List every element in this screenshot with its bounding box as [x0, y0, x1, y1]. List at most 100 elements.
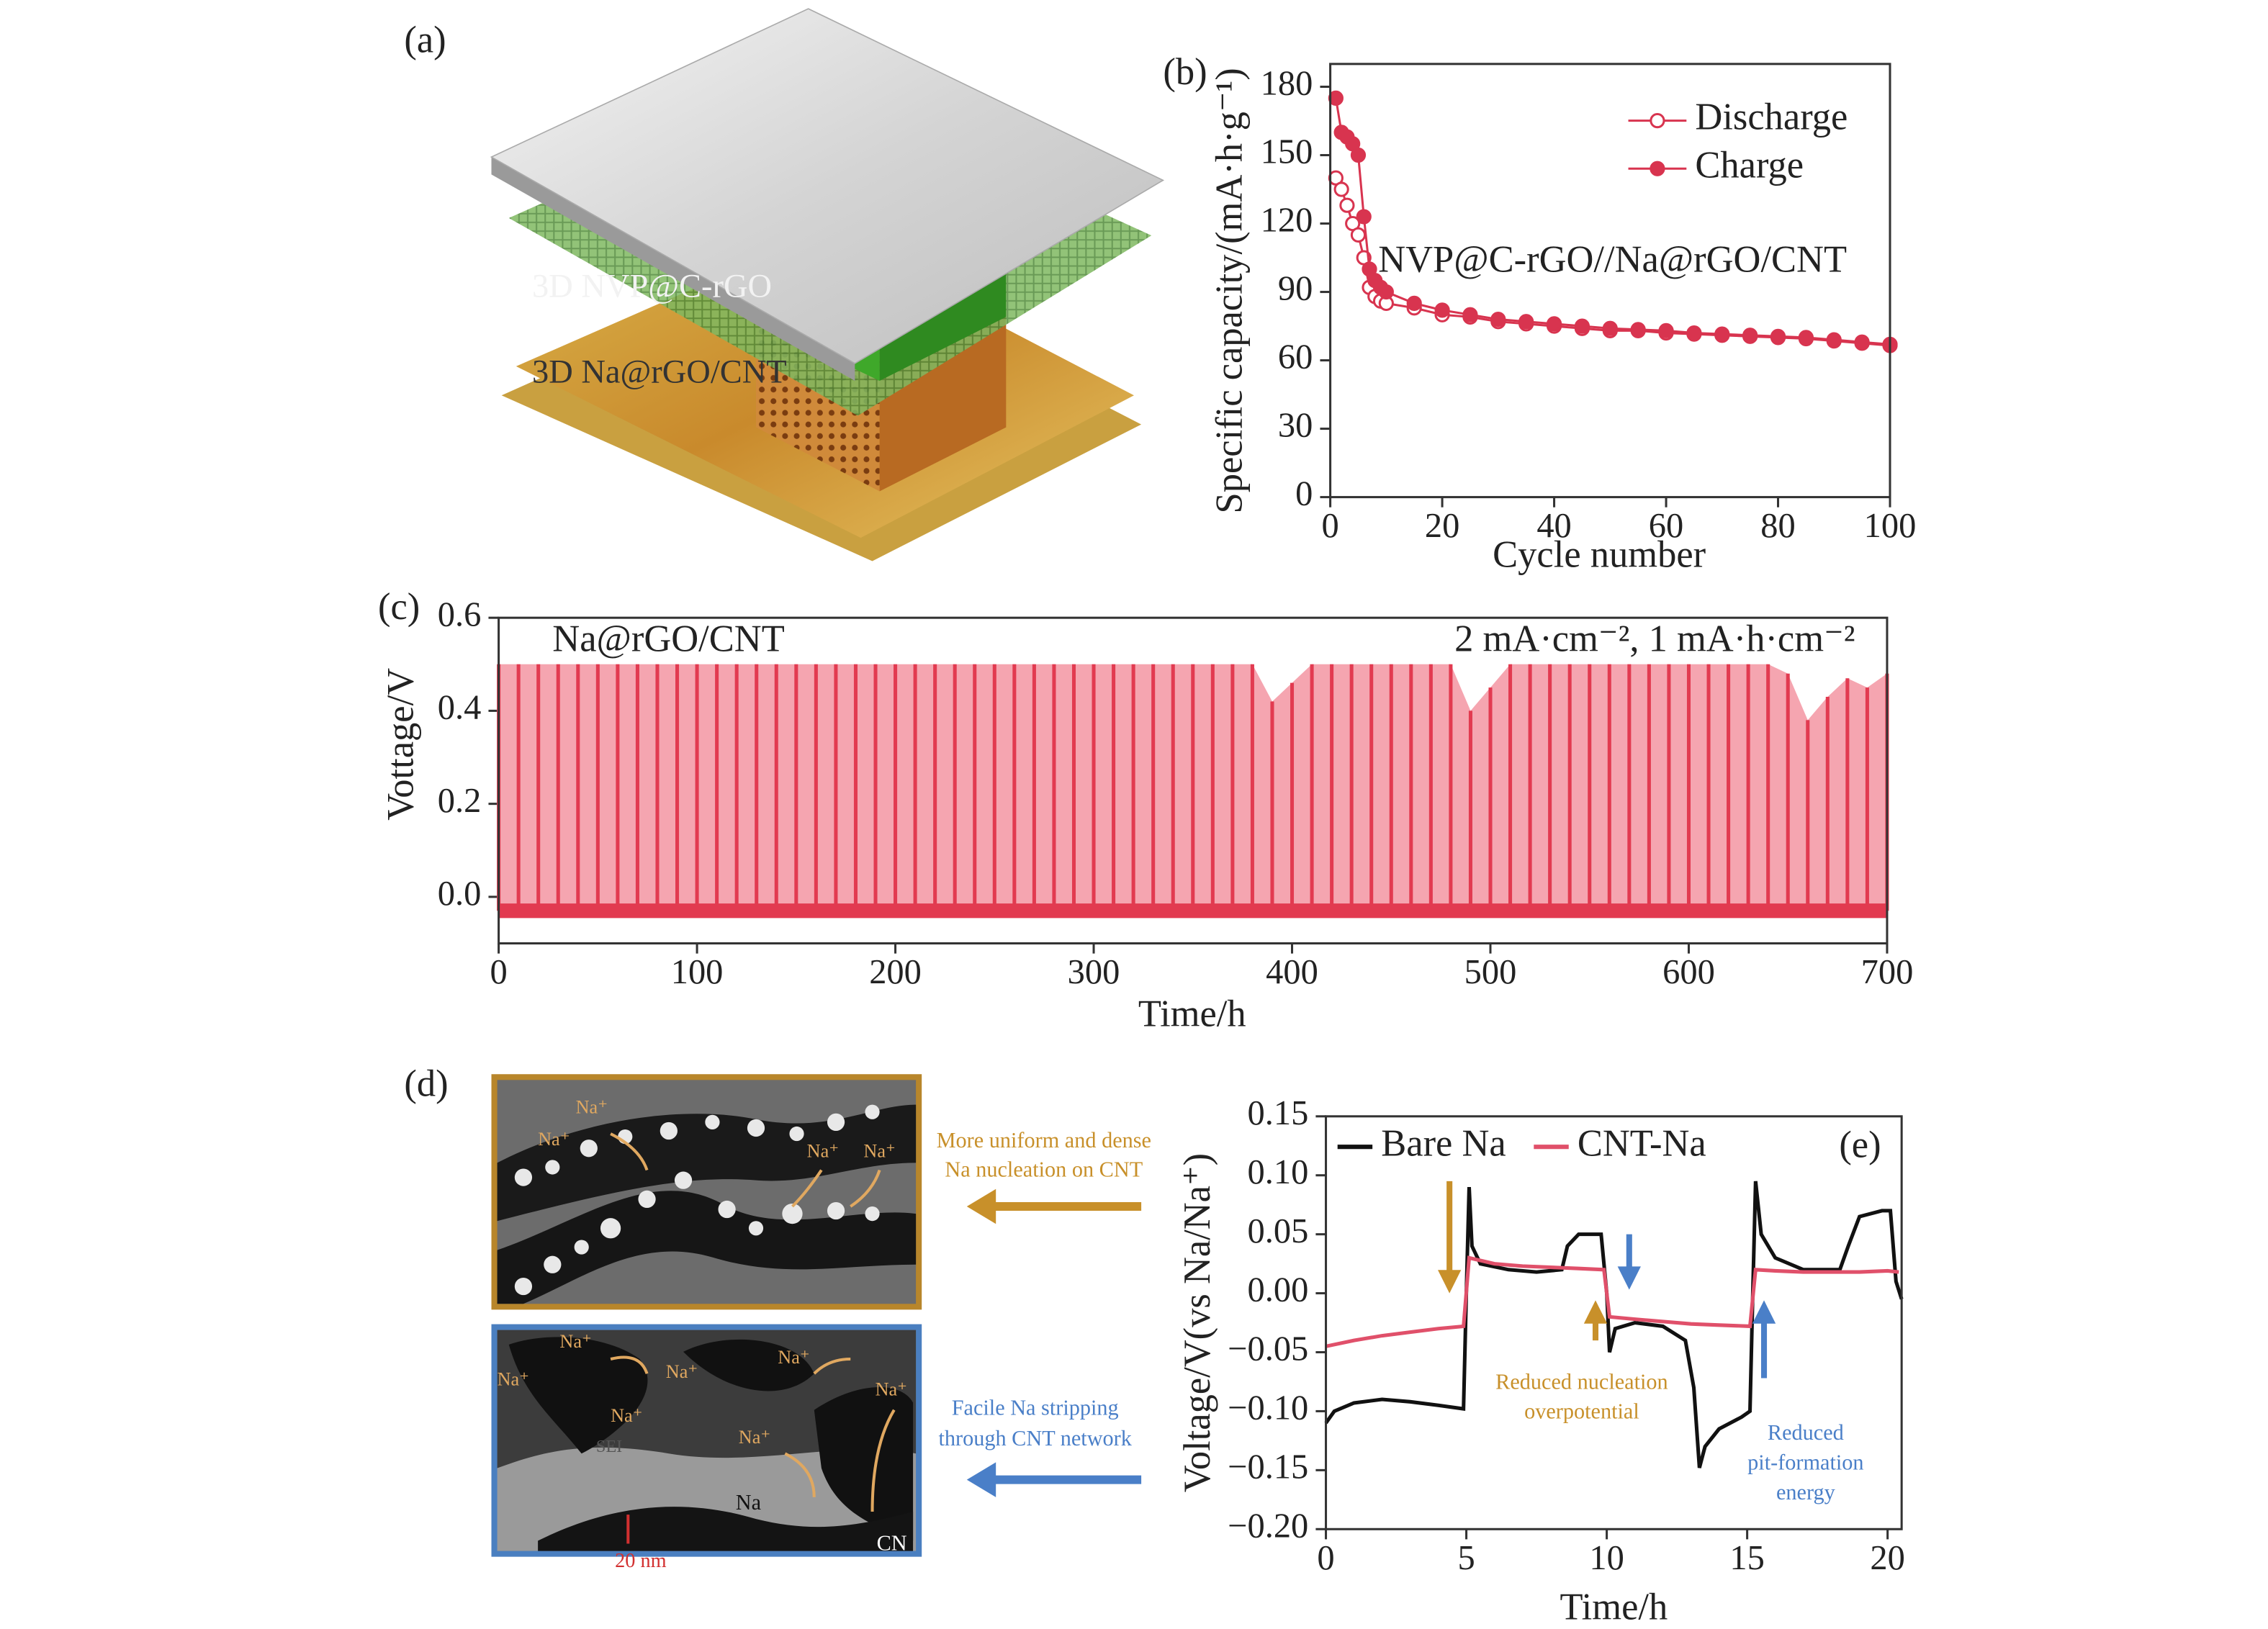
ion-label: Na⁺: [559, 1331, 591, 1352]
data-point: [1658, 322, 1674, 338]
x-tick-label: 20: [1870, 1539, 1904, 1577]
data-point: [1350, 227, 1367, 243]
y-tick-label: 0.2: [438, 782, 482, 820]
x-tick-label: 200: [869, 953, 922, 991]
x-tick-label: 80: [1760, 507, 1795, 545]
panel-label: (e): [1839, 1124, 1881, 1165]
y-tick-label: 150: [1261, 133, 1313, 171]
region-label: SEI: [596, 1437, 622, 1456]
x-axis-label: Time/h: [1138, 993, 1246, 1035]
x-axis-label: Time/h: [1560, 1586, 1668, 1628]
y-tick-label: 0.10: [1248, 1153, 1309, 1191]
region-label: Na: [736, 1490, 762, 1515]
ion-label: Na⁺: [538, 1129, 570, 1150]
panel-a-illustration: (a) 3D NVP@C-rGO 3D Na@rGO/CNT: [404, 8, 1165, 561]
x-tick-label: 0: [490, 953, 507, 991]
annotation: Reduced nucleation: [1495, 1369, 1668, 1394]
x-tick-label: 10: [1589, 1539, 1624, 1577]
y-tick-label: 0.4: [438, 689, 482, 727]
arrow-head: [966, 1462, 996, 1497]
legend-label: Discharge: [1695, 96, 1848, 138]
ion-label: Na⁺: [498, 1368, 529, 1389]
legend-marker: [1650, 161, 1665, 176]
x-tick-label: 100: [671, 953, 724, 991]
legend-label: Charge: [1695, 144, 1804, 186]
cnt-band: [497, 1191, 917, 1304]
x-tick-label: 15: [1729, 1539, 1764, 1577]
x-tick-label: 400: [1266, 953, 1318, 991]
na-nuclei: [514, 1104, 880, 1296]
plot-frame: [1329, 63, 1891, 499]
x-tick-label: 300: [1068, 953, 1120, 991]
annotation: NVP@C-rGO//Na@rGO/CNT: [1378, 239, 1847, 281]
y-axis-label: Vottage/V: [379, 668, 421, 821]
series-line: [1334, 98, 1891, 346]
data-point: [1333, 181, 1349, 197]
annotation: 2 mA·cm⁻², 1 mA·h·cm⁻²: [1454, 618, 1855, 660]
cnt-blob: [508, 1337, 914, 1541]
arrow-head: [966, 1188, 996, 1224]
legend-label: Bare Na: [1381, 1122, 1506, 1164]
panel-d-illustration: (d) Na SEI CN 20 nm More uniform and den…: [404, 1062, 1151, 1572]
chart: −0.20 −0.15 −0.10 −0.05 0.00 0.05 0.10 0.15 0 5 10…: [1176, 1094, 1905, 1628]
x-tick-label: 700: [1861, 953, 1914, 991]
y-tick-label: 180: [1261, 65, 1313, 103]
x-tick-label: 600: [1662, 953, 1715, 991]
x-tick-label: 60: [1649, 507, 1683, 545]
data-point: [1602, 320, 1618, 336]
ion-label: Na⁺: [863, 1140, 895, 1161]
layer-label: 3D Na@rGO/CNT: [532, 354, 787, 391]
data-point: [1546, 316, 1562, 332]
y-tick-label: −0.10: [1228, 1389, 1308, 1427]
anode-block-side: [879, 308, 1007, 492]
panel-label: (a): [404, 19, 446, 61]
plot-area: [1324, 1181, 1904, 1468]
panel-label: (c): [378, 586, 420, 628]
plot-area: [1328, 90, 1898, 353]
ion-label: Na⁺: [778, 1347, 809, 1368]
arrow-head: [1583, 1300, 1608, 1324]
y-tick-label: 60: [1278, 338, 1313, 376]
ion-label: Na⁺: [807, 1140, 839, 1161]
y-tick-label: 0.00: [1248, 1271, 1309, 1309]
current-collector: [490, 8, 1165, 364]
data-point: [1434, 302, 1450, 318]
y-tick-label: 0.0: [438, 875, 482, 913]
data-point: [1406, 295, 1422, 311]
y-tick-label: 0.05: [1248, 1212, 1309, 1250]
data-point: [1854, 334, 1870, 350]
cnt-band: [497, 1104, 917, 1222]
x-tick-label: 0: [1321, 507, 1338, 545]
annotation: pit-formation: [1747, 1450, 1863, 1474]
data-point: [1770, 328, 1786, 344]
data-point: [1462, 307, 1478, 322]
data-point: [1339, 197, 1355, 213]
data-point: [1826, 332, 1842, 348]
plot-frame: [498, 616, 1889, 945]
layer-label: 3D NVP@C-rGO: [532, 268, 772, 304]
caption: through CNT network: [938, 1426, 1132, 1450]
ion-label: Na⁺: [666, 1361, 698, 1382]
annotation: Reduced: [1768, 1420, 1844, 1445]
data-point: [1574, 318, 1590, 334]
cnt-tube: [538, 1507, 914, 1551]
plot-frame: [1325, 1115, 1903, 1530]
data-point: [1356, 209, 1372, 225]
series-line: [1335, 177, 1891, 347]
ion-label: Na⁺: [739, 1427, 770, 1448]
scale-label: 20 nm: [615, 1550, 666, 1572]
annotation: overpotential: [1524, 1399, 1639, 1424]
panel-label: (d): [404, 1062, 448, 1104]
y-tick-label: 0.15: [1248, 1094, 1309, 1132]
y-tick-label: 30: [1278, 407, 1313, 445]
x-tick-label: 500: [1464, 953, 1517, 991]
chart: 0 30 60 90 120 150 180 0 20 40 60 80 100 Cycle number…: [1163, 51, 1916, 575]
data-point: [1630, 322, 1646, 338]
x-tick-label: 0: [1317, 1539, 1334, 1577]
annotation: energy: [1776, 1480, 1836, 1504]
ion-label: Na⁺: [611, 1405, 642, 1426]
ion-paths: [610, 1132, 896, 1512]
y-tick-label: 90: [1278, 270, 1313, 308]
region-label: CN: [877, 1530, 907, 1555]
